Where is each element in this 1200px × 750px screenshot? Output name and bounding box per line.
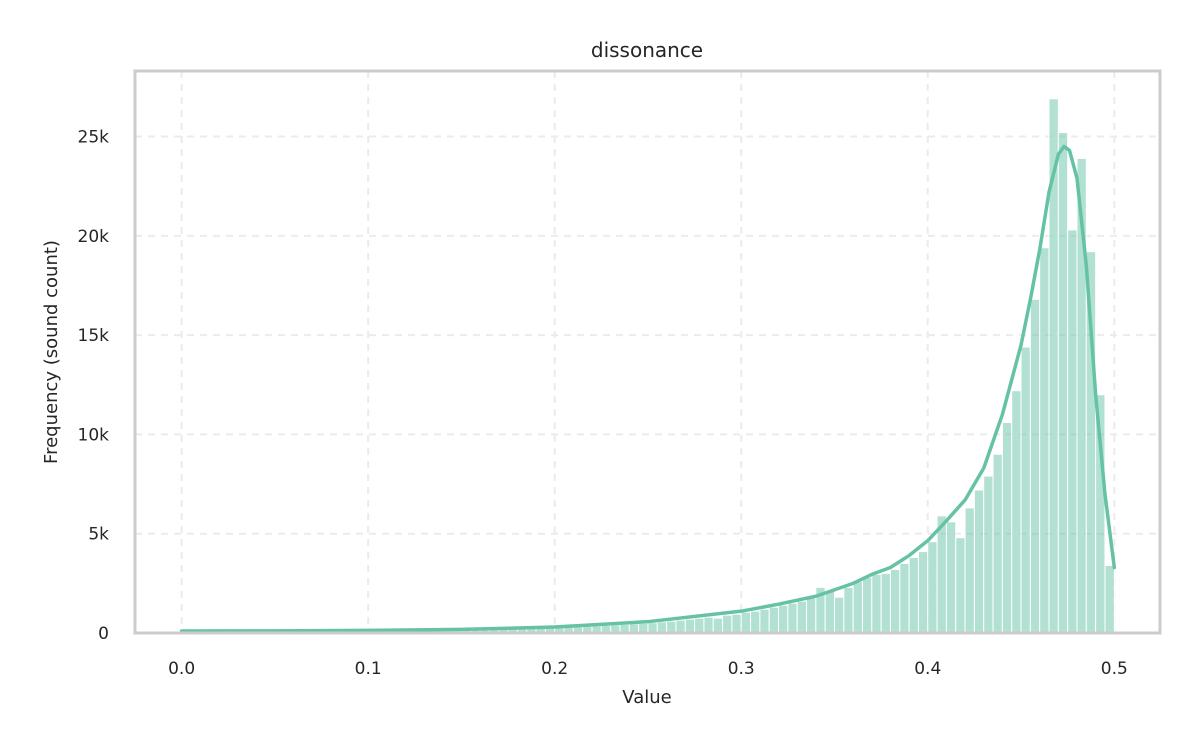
histogram-bar-78 — [908, 557, 919, 634]
chart-title: dissonance — [591, 38, 703, 62]
histogram-bar-65 — [787, 602, 798, 634]
histogram-bar-72 — [852, 580, 863, 634]
x-tick-label-1: 0.1 — [355, 659, 382, 679]
histogram-bar-66 — [796, 600, 808, 634]
y-tick-label-5: 25k — [78, 128, 110, 148]
histogram-bar-52 — [666, 620, 677, 634]
histogram-bar-63 — [768, 606, 780, 634]
histogram-bar-94 — [1057, 132, 1069, 634]
y-tick-label-4: 20k — [78, 227, 110, 247]
histogram-bar-89 — [1011, 390, 1022, 634]
histogram-bar-50 — [647, 622, 658, 634]
histogram-bar-84 — [964, 507, 975, 634]
histogram-bars — [181, 98, 1115, 634]
histogram-bar-85 — [973, 489, 985, 634]
histogram-bar-60 — [740, 611, 752, 634]
x-tick-label-0: 0.0 — [168, 659, 195, 679]
kde-curve — [179, 144, 1117, 633]
x-tick-label-4: 0.4 — [914, 659, 941, 679]
histogram-bar-53 — [675, 619, 686, 634]
histogram-bar-54 — [684, 618, 696, 634]
y-tick-label-1: 5k — [88, 525, 109, 545]
histogram-bar-76 — [889, 568, 901, 634]
histogram-bar-79 — [917, 551, 929, 634]
histogram-bar-51 — [656, 621, 668, 634]
x-axis-ticks: 0.0 0.1 0.2 0.3 0.4 0.5 — [168, 659, 1128, 679]
histogram-bar-55 — [694, 617, 705, 634]
x-tick-label-3: 0.3 — [728, 659, 755, 679]
plot-frame — [133, 69, 1162, 635]
histogram-bar-87 — [992, 453, 1003, 634]
histogram-bar-62 — [759, 608, 770, 634]
histogram-bar-71 — [843, 586, 854, 634]
histogram-bar-82 — [945, 521, 957, 634]
histogram-bar-59 — [731, 613, 742, 634]
histogram-bar-75 — [880, 572, 891, 634]
histogram-bar-57 — [712, 617, 724, 634]
histogram-bar-80 — [927, 541, 938, 634]
histogram-bar-73 — [861, 576, 873, 634]
y-tick-label-3: 15k — [78, 326, 110, 346]
histogram-bar-58 — [722, 614, 733, 634]
histogram-bar-61 — [750, 610, 761, 634]
x-tick-label-2: 0.2 — [541, 659, 568, 679]
histogram-bar-70 — [833, 596, 845, 634]
x-tick-label-5: 0.5 — [1101, 659, 1128, 679]
y-axis-ticks: 0 5k 10k 15k 20k 25k — [78, 128, 110, 644]
histogram-bar-83 — [955, 537, 966, 634]
x-axis-label: Value — [622, 687, 671, 708]
histogram-bar-74 — [871, 573, 882, 634]
y-tick-label-2: 10k — [78, 425, 110, 445]
histogram-bar-92 — [1039, 247, 1050, 634]
histogram-bar-99 — [1104, 564, 1115, 634]
histogram-bar-91 — [1029, 298, 1041, 634]
histogram-bar-88 — [1001, 421, 1013, 634]
histogram-bar-95 — [1067, 229, 1078, 634]
histogram-bar-56 — [703, 616, 714, 634]
histogram-bar-90 — [1020, 346, 1031, 634]
histogram-bar-77 — [899, 562, 910, 634]
y-axis-label: Frequency (sound count) — [41, 240, 62, 464]
histogram-bar-81 — [936, 515, 947, 634]
histogram-bar-67 — [806, 597, 817, 634]
histogram-bar-69 — [824, 590, 835, 634]
y-tick-label-0: 0 — [98, 624, 109, 644]
histogram-bar-64 — [778, 604, 789, 634]
histogram-bar-86 — [983, 475, 994, 634]
